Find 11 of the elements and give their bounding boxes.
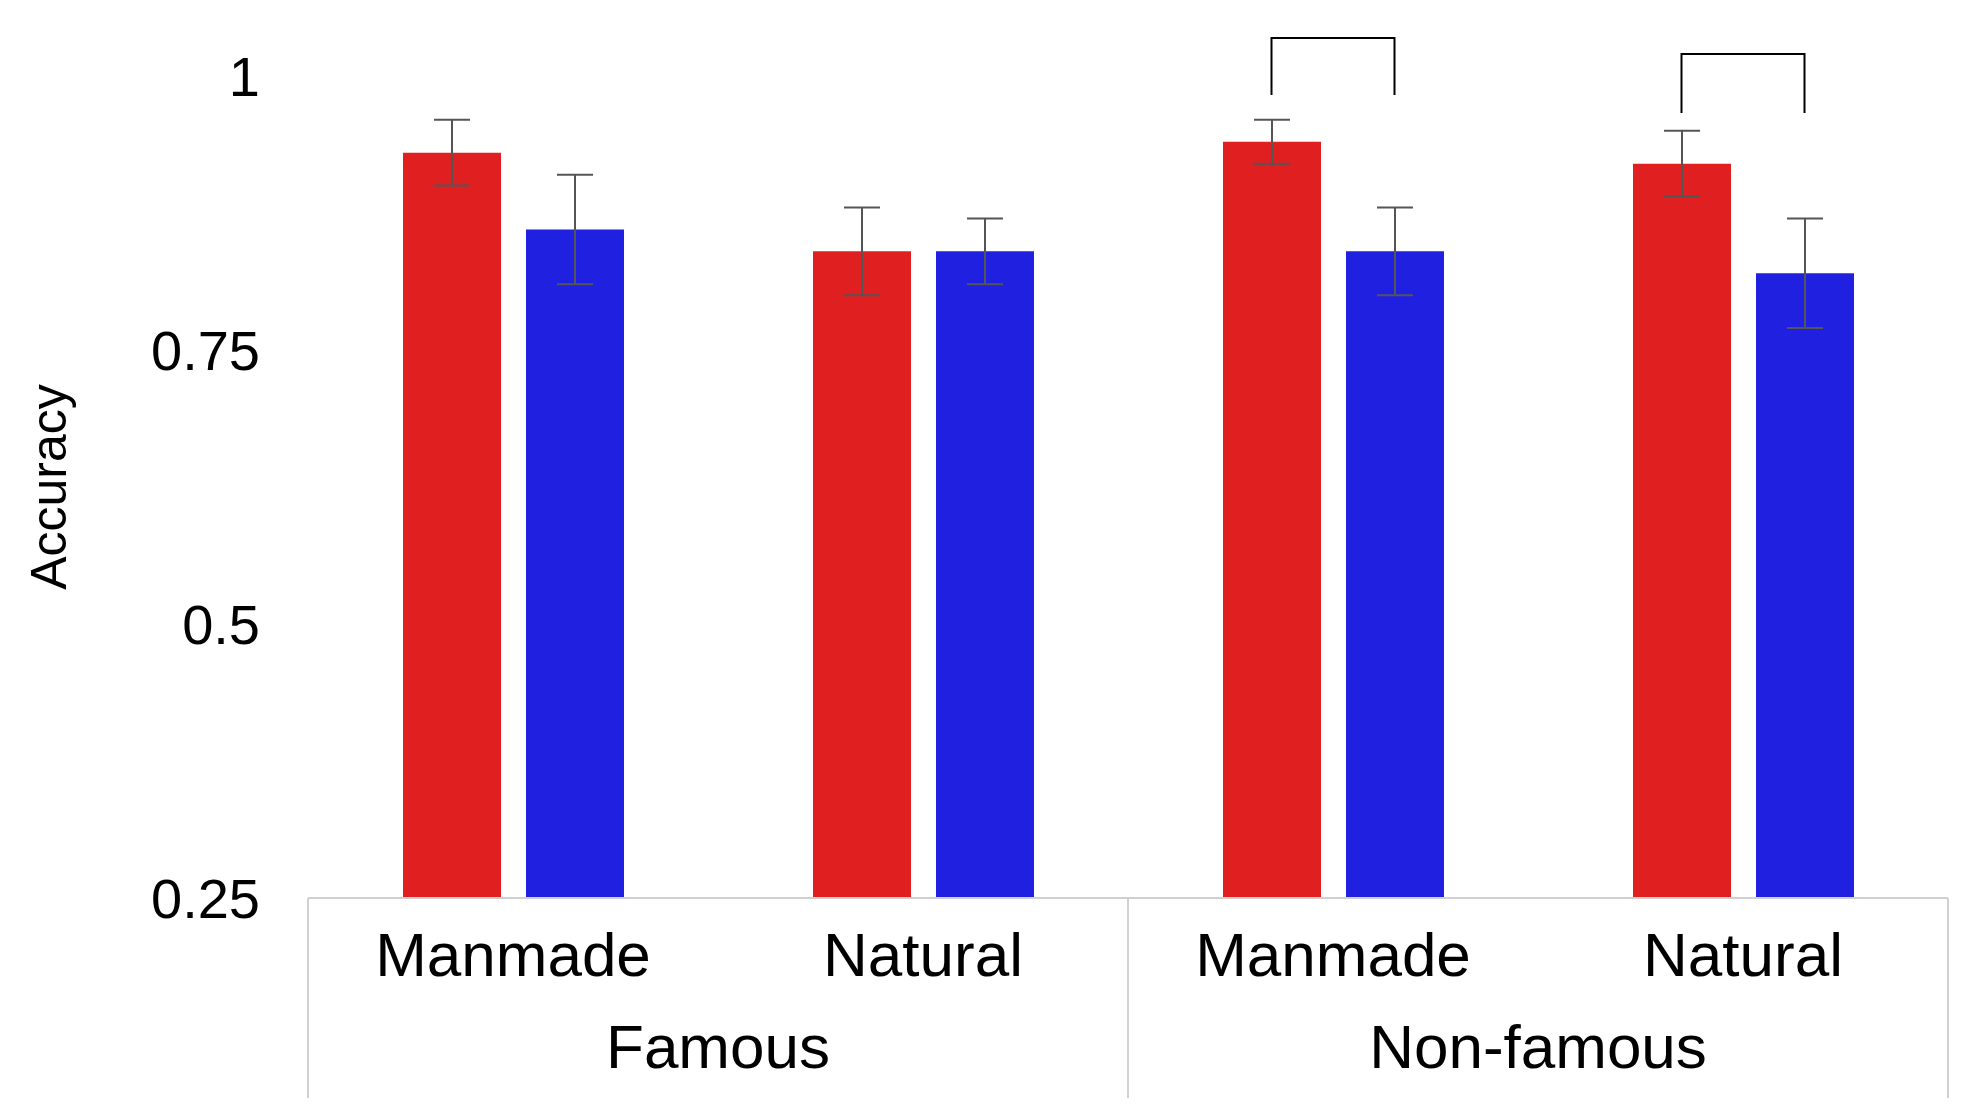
y-tick-label: 0.25 bbox=[151, 866, 260, 930]
x-tick-label: Natural bbox=[823, 920, 1023, 990]
x-tick-label: Natural bbox=[1643, 920, 1843, 990]
y-tick-label: 1 bbox=[228, 44, 260, 108]
x-tick-label: Manmade bbox=[1195, 920, 1471, 990]
y-tick-label: 0.75 bbox=[151, 318, 260, 382]
text: Famous bbox=[606, 1012, 830, 1081]
y-tick-label: 0.5 bbox=[182, 592, 260, 656]
x-tick-label: Manmade bbox=[375, 920, 651, 990]
y-axis-title: Accuracy bbox=[20, 384, 77, 590]
text: Non-famous bbox=[1369, 1012, 1707, 1081]
